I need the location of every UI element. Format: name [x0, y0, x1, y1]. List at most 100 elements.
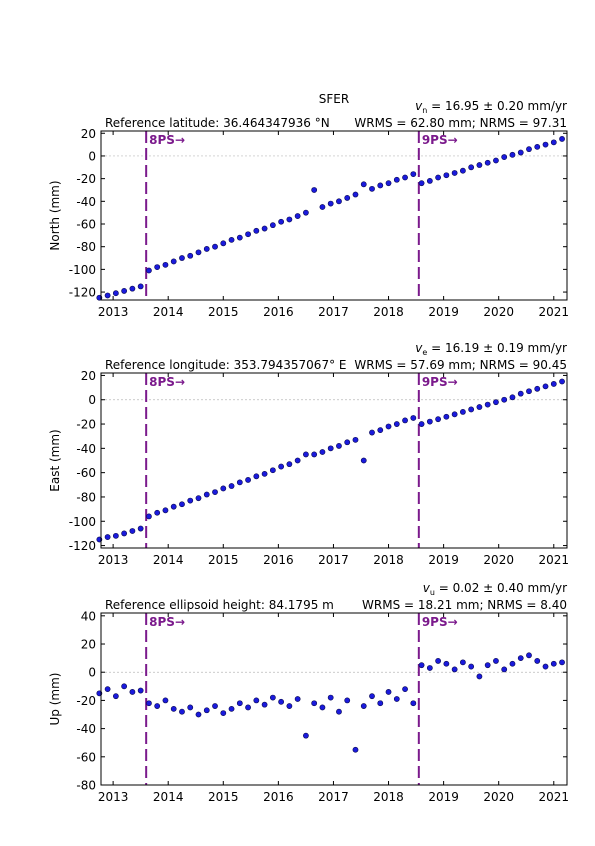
data-point: [170, 258, 177, 265]
data-point: [509, 660, 516, 667]
data-point: [236, 700, 243, 707]
data-point: [526, 146, 532, 153]
data-point: [253, 473, 260, 480]
data-point: [426, 665, 433, 671]
x-tick-label: 2015: [208, 553, 239, 567]
data-point: [112, 693, 119, 700]
data-point: [137, 525, 144, 532]
data-point: [550, 139, 557, 146]
data-point: [344, 195, 351, 201]
x-tick-label: 2017: [318, 305, 349, 319]
data-point: [559, 659, 565, 666]
data-point: [542, 141, 549, 148]
data-point: [559, 378, 565, 385]
data-point: [336, 443, 342, 449]
data-point: [303, 451, 309, 458]
data-point: [228, 236, 235, 243]
x-tick-label: 2015: [208, 790, 239, 804]
x-tick-label: 2019: [428, 553, 459, 567]
data-point: [311, 700, 318, 707]
data-point: [179, 501, 185, 508]
x-tick-label: 2014: [153, 305, 184, 319]
x-tick-label: 2016: [263, 553, 294, 567]
velocity-subscript: e: [422, 348, 427, 357]
data-point: [534, 143, 541, 150]
data-point: [278, 698, 285, 705]
data-point: [179, 708, 185, 715]
x-tick-label: 2013: [98, 790, 129, 804]
data-point: [393, 176, 400, 183]
data-point: [385, 423, 392, 430]
data-point: [402, 686, 408, 693]
data-point: [377, 182, 384, 189]
plot-frame: [100, 612, 568, 786]
data-point: [501, 396, 508, 403]
data-point: [327, 694, 334, 701]
x-tick-label: 2018: [373, 553, 404, 567]
data-point: [385, 180, 392, 187]
data-point: [468, 164, 475, 171]
data-point: [451, 411, 458, 418]
x-tick-label: 2020: [483, 790, 514, 804]
data-point: [385, 689, 392, 695]
data-point: [195, 711, 202, 718]
data-point: [476, 404, 483, 410]
data-point: [261, 701, 268, 708]
y-tick-label: 0: [88, 393, 96, 407]
data-point: [220, 240, 227, 247]
data-point: [369, 429, 375, 436]
data-point: [179, 255, 185, 261]
data-point: [443, 172, 450, 179]
data-point: [517, 655, 524, 662]
data-point: [542, 383, 549, 390]
velocity-symbol: v: [415, 341, 423, 355]
data-point: [294, 213, 301, 219]
data-point: [360, 703, 367, 709]
data-point: [476, 673, 483, 680]
data-point: [360, 181, 367, 188]
x-tick-label: 2021: [539, 553, 570, 567]
data-point: [121, 288, 128, 294]
plot-frame: [100, 130, 568, 301]
y-tick-label: 20: [81, 127, 96, 141]
data-point: [170, 705, 177, 712]
data-point: [170, 503, 177, 510]
y-tick-label: 0: [88, 666, 96, 680]
y-tick-label: -80: [76, 240, 96, 254]
data-point: [493, 658, 499, 664]
data-point: [336, 708, 342, 715]
data-point: [187, 252, 194, 259]
data-point: [517, 390, 524, 397]
data-point: [459, 167, 466, 174]
y-tick-label: -100: [69, 515, 96, 529]
data-point: [402, 174, 408, 181]
data-point: [327, 200, 334, 207]
data-point: [418, 662, 425, 669]
data-point: [451, 666, 458, 673]
x-tick-label: 2018: [373, 305, 404, 319]
data-point: [269, 694, 276, 701]
x-tick-label: 2019: [428, 305, 459, 319]
x-tick-label: 2017: [318, 790, 349, 804]
reference-text: Reference ellipsoid height: 84.1795 m: [105, 598, 334, 612]
x-tick-label: 2021: [539, 305, 570, 319]
data-point: [236, 234, 243, 241]
y-tick-label: 20: [81, 369, 96, 383]
velocity-value: = 16.19 ± 0.19 mm/yr: [427, 341, 567, 355]
data-point: [377, 700, 384, 707]
data-point: [245, 704, 251, 711]
y-tick-label: -40: [76, 195, 96, 209]
data-point: [121, 683, 128, 690]
data-point: [501, 154, 508, 160]
data-point: [377, 427, 384, 434]
data-point: [534, 385, 541, 392]
data-point: [162, 507, 169, 514]
data-point: [459, 408, 466, 415]
data-point: [352, 746, 359, 753]
velocity-symbol: v: [415, 99, 423, 113]
x-tick-label: 2020: [483, 553, 514, 567]
data-point: [137, 687, 144, 694]
data-point: [369, 185, 375, 192]
data-point: [393, 421, 400, 427]
data-point: [286, 216, 293, 223]
